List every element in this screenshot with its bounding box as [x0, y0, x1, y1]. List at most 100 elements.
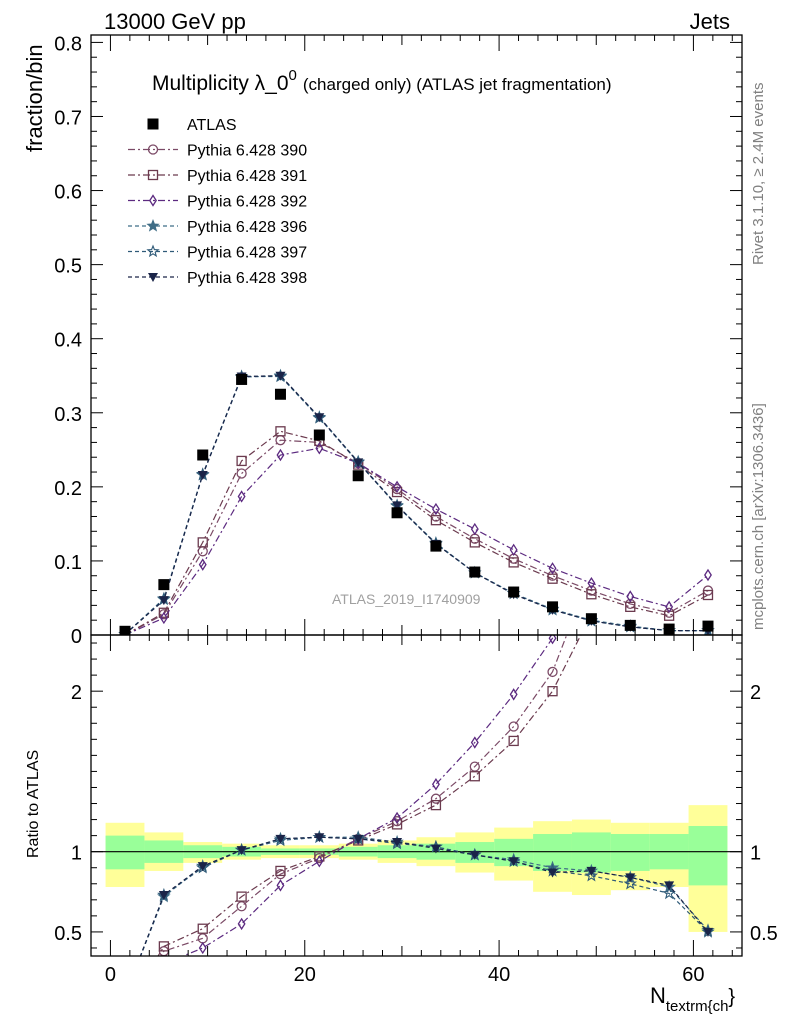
- main-point-s2-15: [704, 568, 712, 582]
- ratio-point-s1-11: [547, 686, 558, 697]
- main-point-s0-9: [469, 533, 480, 544]
- ratio-point-s5-6: [353, 834, 364, 844]
- ratio-point-s0-12: [587, 566, 596, 575]
- ratio-point-s1-8: [430, 799, 442, 811]
- main-point-s2-3: [237, 490, 246, 503]
- main-series-line-0: [124, 439, 709, 635]
- main-point-s2-11: [548, 562, 557, 575]
- ratio-point-s5-3: [236, 846, 247, 856]
- ratio-series-layer: [120, 285, 715, 1016]
- mcplots-label: mcplots.cern.ch [arXiv:1306.3436]: [750, 403, 767, 630]
- ratio-point-s1-5: [314, 851, 325, 862]
- xlabel-tail: }: [728, 986, 735, 1008]
- legend-marker-1: [147, 169, 159, 181]
- ratio-xtick-label-3: 60: [682, 964, 704, 986]
- ratio-point-s2-4: [276, 879, 285, 892]
- main-ytick-label-8: 0.8: [54, 33, 82, 55]
- ratio-point-s1-10: [508, 735, 519, 747]
- legend-entry-5: Pythia 6.428 398: [128, 270, 307, 287]
- main-point-s5-4: [275, 371, 286, 381]
- ratio-point-s4-13: [623, 876, 638, 890]
- atlas-point-1: [158, 579, 170, 591]
- main-point-s1-4: [275, 426, 286, 437]
- main-point-s2-8: [431, 502, 440, 516]
- ratio-ytick-label-0: 0.5: [54, 923, 82, 945]
- ratio-point-s2-10: [509, 688, 518, 701]
- main-point-s2-12: [587, 576, 596, 590]
- legend-label-0: Pythia 6.428 390: [187, 143, 307, 160]
- green-band-0: [105, 835, 145, 870]
- ratio-point-s1-15: [703, 285, 712, 294]
- main-point-s2-2: [198, 558, 207, 571]
- ratio-point-s5-4: [275, 834, 286, 844]
- main-series-line-2: [124, 447, 709, 635]
- ratio-series-1: [157, 285, 712, 956]
- ratio-point-s0-0: [121, 1006, 130, 1015]
- ratio-point-s2-1: [161, 959, 167, 969]
- atlas-point-0: [119, 625, 131, 635]
- ratio-point-s2-2: [198, 941, 207, 955]
- main-point-s1-10: [508, 557, 519, 568]
- ratio-point-s2-8: [431, 778, 440, 791]
- title-rest: (charged only) (ATLAS jet fragmentation): [303, 75, 612, 94]
- ratio-point-s5-5: [314, 833, 325, 843]
- main-point-s0-3: [236, 468, 247, 479]
- ratio-point-s2-11: [548, 635, 557, 645]
- ratio-ytick-label-2: 2: [71, 682, 82, 704]
- legend-marker-2: [149, 194, 157, 207]
- atlas-data-points: [119, 373, 714, 635]
- main-point-s0-2: [197, 546, 208, 557]
- header-right: Jets: [690, 9, 730, 34]
- ratio-ytick-label-right-2: 2: [750, 682, 761, 704]
- ratio-point-s5-15: [702, 927, 713, 937]
- atlas-point-7: [391, 507, 403, 519]
- main-point-s2-14: [665, 600, 674, 614]
- main-point-s2-10: [509, 543, 518, 557]
- main-point-s2-13: [626, 590, 635, 603]
- ratio-point-s0-3: [236, 901, 247, 912]
- ratio-point-s2-9: [470, 736, 479, 749]
- ratio-point-s4-0: [120, 991, 130, 1001]
- ratio-ylabel: Ratio to ATLAS: [25, 750, 42, 858]
- legend-label-3: Pythia 6.428 396: [187, 219, 307, 236]
- legend-marker-4: [146, 244, 160, 258]
- main-point-s1-9: [469, 537, 480, 548]
- ratio-ytick-label-right-0: 0.5: [750, 923, 778, 945]
- ratio-xtick-label-1: 20: [294, 964, 316, 986]
- ratio-frame: [90, 634, 743, 957]
- atlas-point-10: [508, 586, 520, 598]
- ratio-point-s5-8: [430, 844, 441, 854]
- main-series-line-1: [124, 430, 709, 635]
- ratio-point-s2-5: [315, 855, 324, 868]
- ratio-point-s2-12: [588, 502, 594, 512]
- atlas-point-2: [197, 449, 209, 461]
- ratio-point-s1-9: [469, 771, 480, 782]
- ratio-point-s1-4: [275, 865, 286, 877]
- main-ytick-label-6: 0.6: [54, 182, 82, 204]
- xlabel-main: N: [650, 983, 666, 1008]
- legend-label-5: Pythia 6.428 398: [187, 270, 307, 287]
- main-ytick-label-4: 0.4: [54, 330, 82, 352]
- main-series-2: [121, 442, 712, 635]
- ratio-series-line-1: [157, 635, 582, 956]
- main-ytick-label-7: 0.7: [54, 107, 82, 129]
- main-ytick-label-1: 0.1: [54, 552, 82, 574]
- legend-entry-3: Pythia 6.428 396: [128, 218, 307, 236]
- title-sup: 0: [289, 67, 297, 84]
- legend-entry-1: Pythia 6.428 391: [128, 168, 307, 185]
- atlas-point-5: [313, 429, 325, 441]
- main-ytick-label-2: 0.2: [54, 478, 82, 500]
- ratio-ytick-label-right-1: 1: [750, 843, 761, 865]
- legend-label-2: Pythia 6.428 392: [187, 194, 307, 211]
- ratio-point-s1-3: [236, 891, 247, 902]
- main-point-s5-7: [392, 501, 403, 511]
- ratio-point-s2-3: [237, 917, 246, 931]
- ratio-point-s5-0: [120, 992, 130, 1001]
- ratio-point-s5-10: [508, 857, 519, 867]
- legend-entry-0: Pythia 6.428 390: [128, 143, 307, 160]
- main-point-s5-1: [158, 596, 169, 606]
- ratio-point-s2-0: [122, 1006, 128, 1016]
- ratio-point-s5-7: [392, 838, 403, 848]
- main-point-s2-5: [315, 442, 324, 455]
